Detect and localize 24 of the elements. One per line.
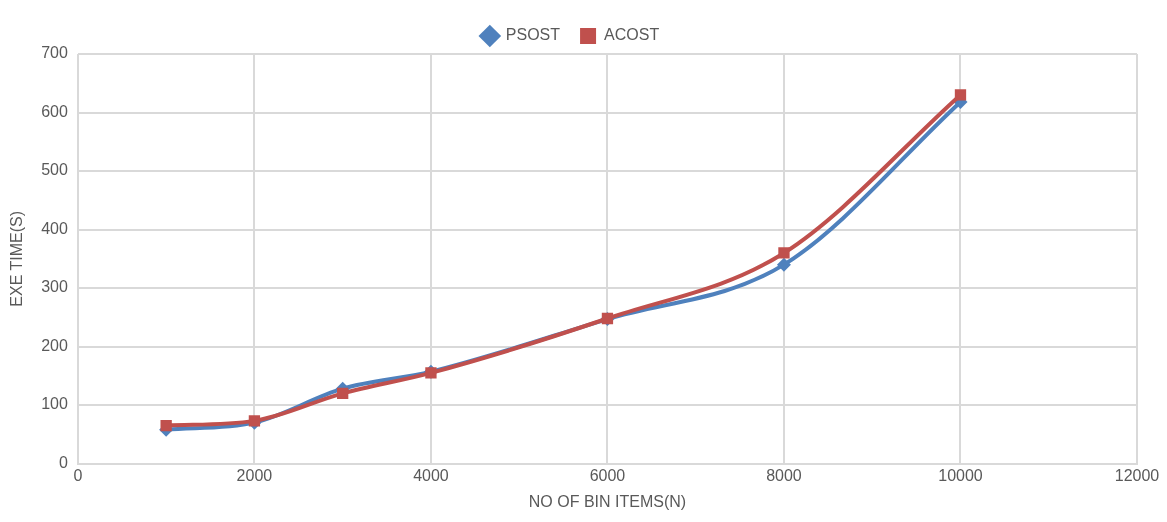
y-tick-label: 0 <box>58 454 68 472</box>
legend-label: ACOST <box>604 26 660 44</box>
legend-label: PSOST <box>505 26 561 44</box>
x-tick-label: 10000 <box>938 466 983 484</box>
y-tick-label: 300 <box>41 278 68 296</box>
x-tick-label: 8000 <box>766 466 802 484</box>
y-tick-label: 100 <box>41 395 68 413</box>
point <box>954 89 967 101</box>
point <box>778 247 790 259</box>
x-tick-label: 12000 <box>1114 466 1160 484</box>
point <box>160 419 172 432</box>
y-tick-label: 600 <box>41 102 68 120</box>
point <box>337 387 349 400</box>
y-tick-label: 500 <box>41 161 68 179</box>
x-tick-label: 0 <box>73 466 83 484</box>
x-tick-label: 4000 <box>413 466 449 484</box>
y-tick-label: 200 <box>41 336 68 354</box>
y-tick-label: 700 <box>41 44 68 62</box>
x-tick-label: 6000 <box>589 466 626 484</box>
x-tick-label: 2000 <box>236 466 273 484</box>
point <box>776 257 791 272</box>
y-tick-label: 400 <box>41 219 68 237</box>
x-axis-title: NO OF BIN ITEMS(N) <box>528 492 687 510</box>
y-axis-title: EXE TIME(S) <box>8 210 26 307</box>
